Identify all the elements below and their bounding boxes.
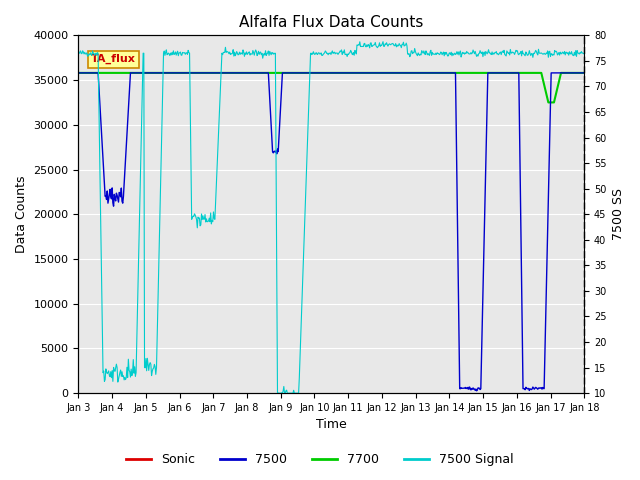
Text: TA_flux: TA_flux: [91, 54, 136, 64]
Legend: Sonic, 7500, 7700, 7500 Signal: Sonic, 7500, 7700, 7500 Signal: [121, 448, 519, 471]
X-axis label: Time: Time: [316, 419, 347, 432]
Title: Alfalfa Flux Data Counts: Alfalfa Flux Data Counts: [239, 15, 424, 30]
Y-axis label: 7500 SS: 7500 SS: [612, 188, 625, 240]
Y-axis label: Data Counts: Data Counts: [15, 176, 28, 253]
